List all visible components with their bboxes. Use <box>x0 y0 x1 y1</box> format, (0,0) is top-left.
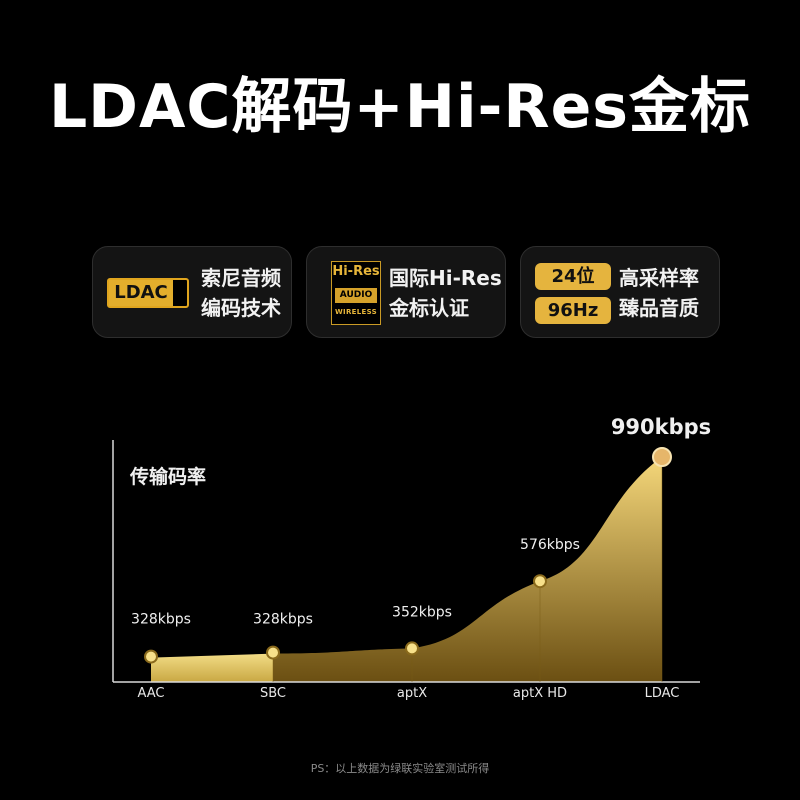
value-label-aptx-hd: 576kbps <box>520 537 580 553</box>
page-title: LDAC解码+Hi-Res金标 <box>48 72 752 142</box>
chart-title: 传输码率 <box>130 466 207 488</box>
feature-ldac-line2: 编码技术 <box>201 296 281 320</box>
data-point-aac <box>144 649 158 664</box>
hires-logo-mid: AUDIO <box>335 288 377 303</box>
data-point-aptx-hd <box>533 574 547 589</box>
ldac-logo-text: LDAC <box>109 280 173 306</box>
category-label-aac: AAC <box>138 686 165 701</box>
feature-sampling-line2: 臻品音质 <box>619 296 699 320</box>
area-segment-aac-sbc <box>151 653 273 682</box>
ldac-logo-icon: LDAC <box>107 278 189 308</box>
value-label-aptx: 352kbps <box>392 604 452 620</box>
category-label-ldac: LDAC <box>645 686 680 701</box>
value-label-ldac: 990kbps <box>611 415 711 439</box>
hires-logo-top: Hi-Res <box>332 264 380 279</box>
footnote: PS：以上数据为绿联实验室测试所得 <box>310 762 490 775</box>
feature-hires-line1: 国际Hi-Res <box>389 266 502 290</box>
value-label-aac: 328kbps <box>131 612 191 628</box>
category-label-aptx: aptX <box>397 686 427 701</box>
hires-logo-bottom: WIRELESS <box>335 308 377 316</box>
data-point-ldac <box>652 447 672 467</box>
data-point-aptx <box>405 641 419 656</box>
category-label-sbc: SBC <box>260 686 286 701</box>
hires-logo-icon: Hi-Res AUDIO WIRELESS <box>331 261 381 325</box>
data-point-sbc <box>266 645 280 660</box>
bit-depth-badge: 24位 <box>535 263 611 290</box>
feature-ldac-line1: 索尼音频 <box>201 266 281 290</box>
value-label-sbc: 328kbps <box>253 612 313 628</box>
feature-card-hires: Hi-Res AUDIO WIRELESS 国际Hi-Res 金标认证 <box>306 246 506 338</box>
feature-sampling-line1: 高采样率 <box>619 266 699 290</box>
feature-hires-line2: 金标认证 <box>389 296 469 320</box>
sample-rate-badge: 96Hz <box>535 297 611 324</box>
category-label-aptx-hd: aptX HD <box>513 686 567 701</box>
feature-card-ldac: LDAC 索尼音频 编码技术 <box>92 246 292 338</box>
feature-card-sampling: 24位 96Hz 高采样率 臻品音质 <box>520 246 720 338</box>
area-fill <box>273 457 662 682</box>
